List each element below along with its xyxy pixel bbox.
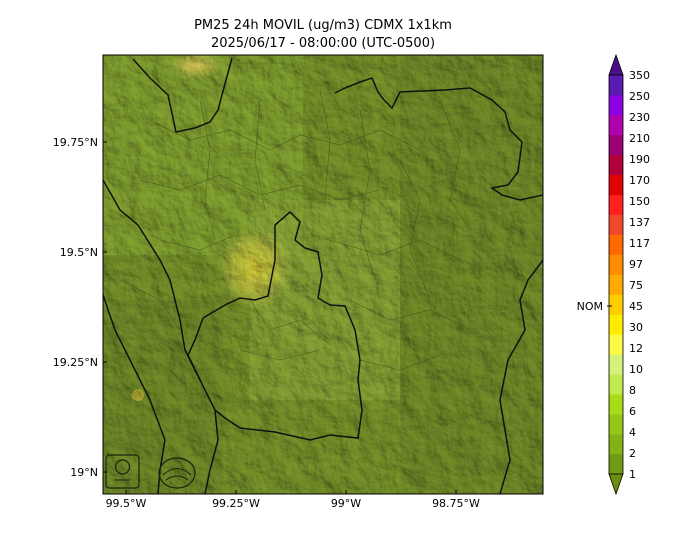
lat-tick-label: 19.75°N bbox=[53, 136, 98, 149]
colorbar-bin bbox=[609, 454, 623, 475]
colorbar-bin bbox=[609, 75, 623, 96]
colorbar-bin bbox=[609, 94, 623, 116]
monitoreo-logo bbox=[158, 457, 196, 489]
colorbar-level-label: 190 bbox=[629, 153, 650, 166]
lat-tick-label: 19°N bbox=[70, 466, 98, 479]
colorbar-bin bbox=[609, 394, 623, 415]
lon-tick-label: 99°W bbox=[331, 497, 361, 510]
lat-tick-label: 19.25°N bbox=[53, 356, 98, 369]
colorbar-bin bbox=[609, 414, 623, 435]
colorbar-extend-top bbox=[608, 53, 624, 76]
colorbar: 1246810123045759711713715017019021023025… bbox=[608, 53, 650, 496]
colorbar-bin bbox=[609, 114, 623, 136]
terrain-relief bbox=[103, 55, 543, 494]
map-subtitle: 2025/06/17 - 08:00:00 (UTC-0500) bbox=[210, 36, 436, 51]
colorbar-level-label: 170 bbox=[629, 174, 650, 187]
lat-tick-label: 19.5°N bbox=[60, 246, 98, 259]
colorbar-level-label: 1 bbox=[629, 468, 636, 481]
colorbar-level-label: 30 bbox=[629, 321, 643, 334]
nom-label: NOM bbox=[577, 300, 603, 313]
lon-tick-label: 98.75°W bbox=[432, 497, 480, 510]
colorbar-level-label: 137 bbox=[629, 216, 650, 229]
colorbar-level-label: 8 bbox=[629, 384, 636, 397]
colorbar-level-label: 250 bbox=[629, 90, 650, 103]
colorbar-bin bbox=[609, 254, 623, 275]
colorbar-level-label: 97 bbox=[629, 258, 643, 271]
lon-tick-label: 99.5°W bbox=[106, 497, 147, 510]
colorbar-bin bbox=[609, 134, 623, 156]
colorbar-bin bbox=[609, 334, 623, 355]
colorbar-level-label: 75 bbox=[629, 279, 643, 292]
municipal-boundaries bbox=[119, 89, 471, 371]
colorbar-level-label: 6 bbox=[629, 405, 636, 418]
colorbar-bin bbox=[609, 214, 623, 235]
colorbar-level-label: 45 bbox=[629, 300, 643, 313]
map-title: PM25 24h MOVIL (ug/m3) CDMX 1x1km bbox=[194, 18, 452, 33]
map-frame bbox=[102, 54, 544, 495]
colorbar-bin bbox=[609, 234, 623, 255]
state-boundaries bbox=[103, 57, 543, 494]
colorbar-level-label: 350 bbox=[629, 69, 650, 82]
colorbar-bin bbox=[609, 314, 623, 335]
colorbar-level-label: 150 bbox=[629, 195, 650, 208]
colorbar-bin bbox=[609, 294, 623, 315]
colorbar-extend-bottom bbox=[608, 473, 624, 496]
colorbar-bin bbox=[609, 354, 623, 375]
colorbar-level-label: 2 bbox=[629, 447, 636, 460]
map-plot-area bbox=[103, 55, 543, 494]
map-axes: 99.5°W 99.25°W 99°W 98.75°W 19.75°N 19.5… bbox=[53, 136, 480, 510]
colorbar-bin bbox=[609, 274, 623, 295]
colorbar-level-label: 230 bbox=[629, 111, 650, 124]
lon-tick-label: 99.25°W bbox=[212, 497, 260, 510]
colorbar-bin bbox=[609, 434, 623, 455]
colorbar-level-label: 117 bbox=[629, 237, 650, 250]
colorbar-bin bbox=[609, 154, 623, 176]
colorbar-level-label: 12 bbox=[629, 342, 643, 355]
colorbar-frame bbox=[608, 74, 624, 475]
colorbar-level-label: 10 bbox=[629, 363, 643, 376]
colorbar-bin bbox=[609, 174, 623, 195]
colorbar-level-label: 4 bbox=[629, 426, 636, 439]
colorbar-bin bbox=[609, 374, 623, 395]
colorbar-bin bbox=[609, 194, 623, 215]
colorbar-level-label: 210 bbox=[629, 132, 650, 145]
